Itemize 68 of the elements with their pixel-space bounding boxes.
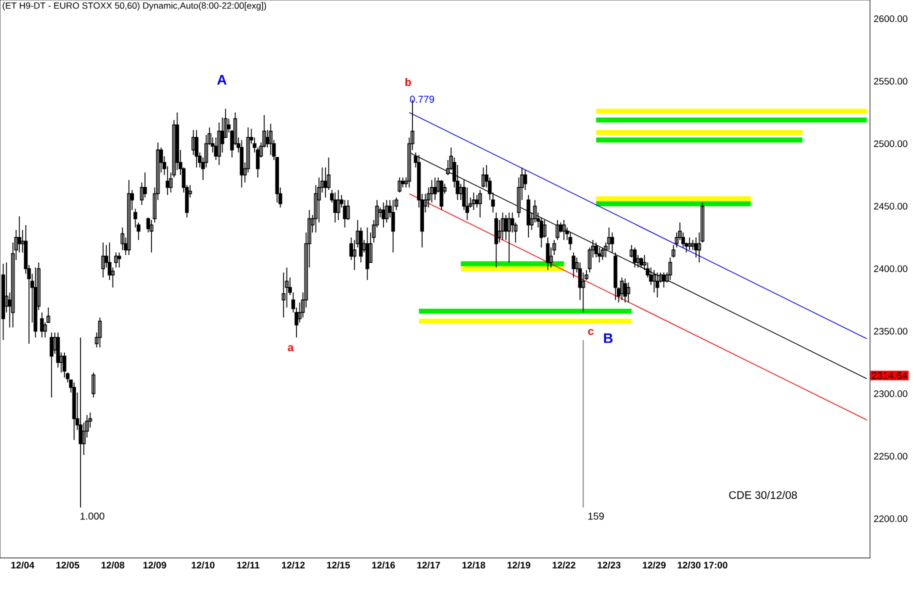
candlestick — [365, 227, 370, 280]
x-tick-label: 12/18 — [462, 562, 486, 569]
annotation: b — [405, 78, 411, 86]
x-tick-label: 12/29 — [642, 562, 666, 569]
candlestick — [526, 194, 530, 238]
candlestick — [78, 337, 82, 508]
candlestick — [50, 332, 54, 398]
x-tick-label: 12/05 — [56, 562, 80, 569]
candlestick — [40, 312, 44, 338]
candlestick — [626, 282, 630, 303]
candlestick — [688, 237, 692, 250]
x-tick-label: 12/12 — [282, 562, 305, 569]
y-tick-label: 2250.00 — [874, 452, 908, 460]
annotation: 1.000 — [80, 512, 104, 520]
x-tick-label: 12/04 — [11, 562, 34, 569]
x-tick-label: 12/23 — [598, 562, 621, 569]
candlestick — [92, 372, 96, 398]
candlestick — [398, 177, 402, 193]
x-tick-label: 12/10 — [192, 562, 214, 569]
annotation: A — [217, 74, 227, 85]
annotation: c — [588, 329, 594, 335]
candlestick — [655, 272, 660, 298]
y-tick-label: 2350.00 — [874, 328, 908, 335]
x-tick-label: 12/08 — [102, 562, 124, 569]
x-tick-label: 12/19 — [508, 562, 530, 569]
y-tick-label: 2500.00 — [874, 140, 908, 148]
y-tick-label: 2400.00 — [874, 265, 908, 272]
y-tick-label: 2550.00 — [874, 78, 908, 85]
candlestick — [507, 212, 511, 263]
x-tick-label: 12/09 — [143, 562, 166, 569]
y-tick-label: 2600.00 — [874, 15, 908, 22]
candlestick — [240, 140, 244, 188]
candlestick — [101, 242, 105, 278]
candlestick — [556, 220, 560, 240]
candlestick — [472, 192, 476, 210]
candlestick — [620, 277, 624, 300]
annotation: 159 — [588, 512, 604, 520]
candlestick — [114, 252, 118, 268]
annotation: CDE 30/12/08 — [729, 490, 797, 499]
y-tick-label: 2300.00 — [874, 390, 908, 398]
chart-title: (ET H9-DT - EURO STOXX 50,60) Dynamic,Auto(8:00-22:00[exg]) — [2, 2, 266, 11]
candlestick — [572, 252, 576, 278]
x-tick-label: 12/15 — [327, 562, 350, 569]
candlestick — [478, 190, 482, 218]
x-tick-label: 12/17 — [417, 562, 440, 569]
candlestick — [672, 244, 676, 258]
candlestick — [98, 317, 102, 348]
text: 2314.64 — [872, 372, 908, 380]
candlestick — [72, 382, 76, 440]
x-tick-label: 12/16 — [372, 562, 395, 569]
candlestick — [391, 200, 395, 253]
annotation: B — [604, 333, 613, 343]
candlestick — [150, 220, 154, 253]
candlestick — [562, 220, 566, 240]
candlestick — [333, 192, 337, 223]
candlestick — [382, 202, 386, 228]
y-tick-label: 2200.00 — [874, 515, 908, 522]
candlestick — [194, 130, 198, 168]
x-tick-label: 12/30 17:00 — [678, 562, 728, 569]
x-tick-label: 12/11 — [237, 562, 260, 569]
y-tick-label: 2450.00 — [874, 202, 908, 210]
candlestick — [440, 180, 444, 210]
candlestick — [433, 177, 437, 200]
x-tick-label: 12/22 — [552, 562, 576, 569]
candlestick — [614, 252, 618, 300]
annotation: a — [288, 345, 294, 352]
annotation: 0.779 — [410, 96, 434, 103]
candlestick — [336, 190, 340, 220]
